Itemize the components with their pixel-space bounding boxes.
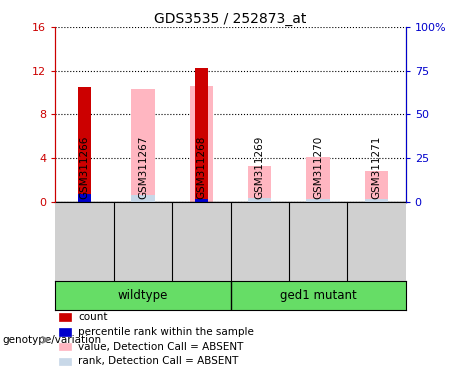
Text: wildtype: wildtype [118,289,168,302]
Text: percentile rank within the sample: percentile rank within the sample [78,327,254,337]
Bar [131,89,154,202]
Bar [59,313,71,321]
Bar [59,343,71,350]
Bar [78,194,91,202]
Bar [365,199,388,202]
Text: genotype/variation: genotype/variation [2,335,101,345]
Bar [307,199,330,202]
Bar [59,358,71,365]
Bar [189,86,213,202]
Bar [59,328,71,336]
Text: ged1 mutant: ged1 mutant [280,289,356,302]
Text: rank, Detection Call = ABSENT: rank, Detection Call = ABSENT [78,356,238,366]
Text: count: count [78,312,107,322]
Bar [307,157,330,202]
Bar [365,171,388,202]
Bar [248,166,272,202]
Bar [248,198,272,202]
Bar [195,199,208,202]
Bar [131,195,154,202]
Bar [78,87,91,202]
Bar [195,68,208,202]
Text: value, Detection Call = ABSENT: value, Detection Call = ABSENT [78,342,243,352]
Title: GDS3535 / 252873_at: GDS3535 / 252873_at [154,12,307,26]
